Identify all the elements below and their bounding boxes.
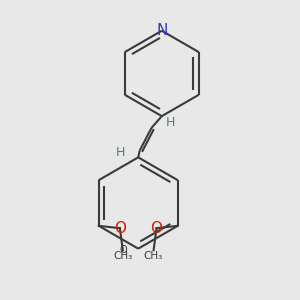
Text: CH₃: CH₃ [144, 250, 163, 261]
Text: O: O [151, 221, 163, 236]
Text: H: H [166, 116, 175, 129]
Text: H: H [116, 146, 125, 159]
Text: O: O [114, 221, 126, 236]
Text: O: O [119, 245, 127, 255]
Text: CH₃: CH₃ [113, 250, 133, 261]
Text: N: N [156, 23, 167, 38]
